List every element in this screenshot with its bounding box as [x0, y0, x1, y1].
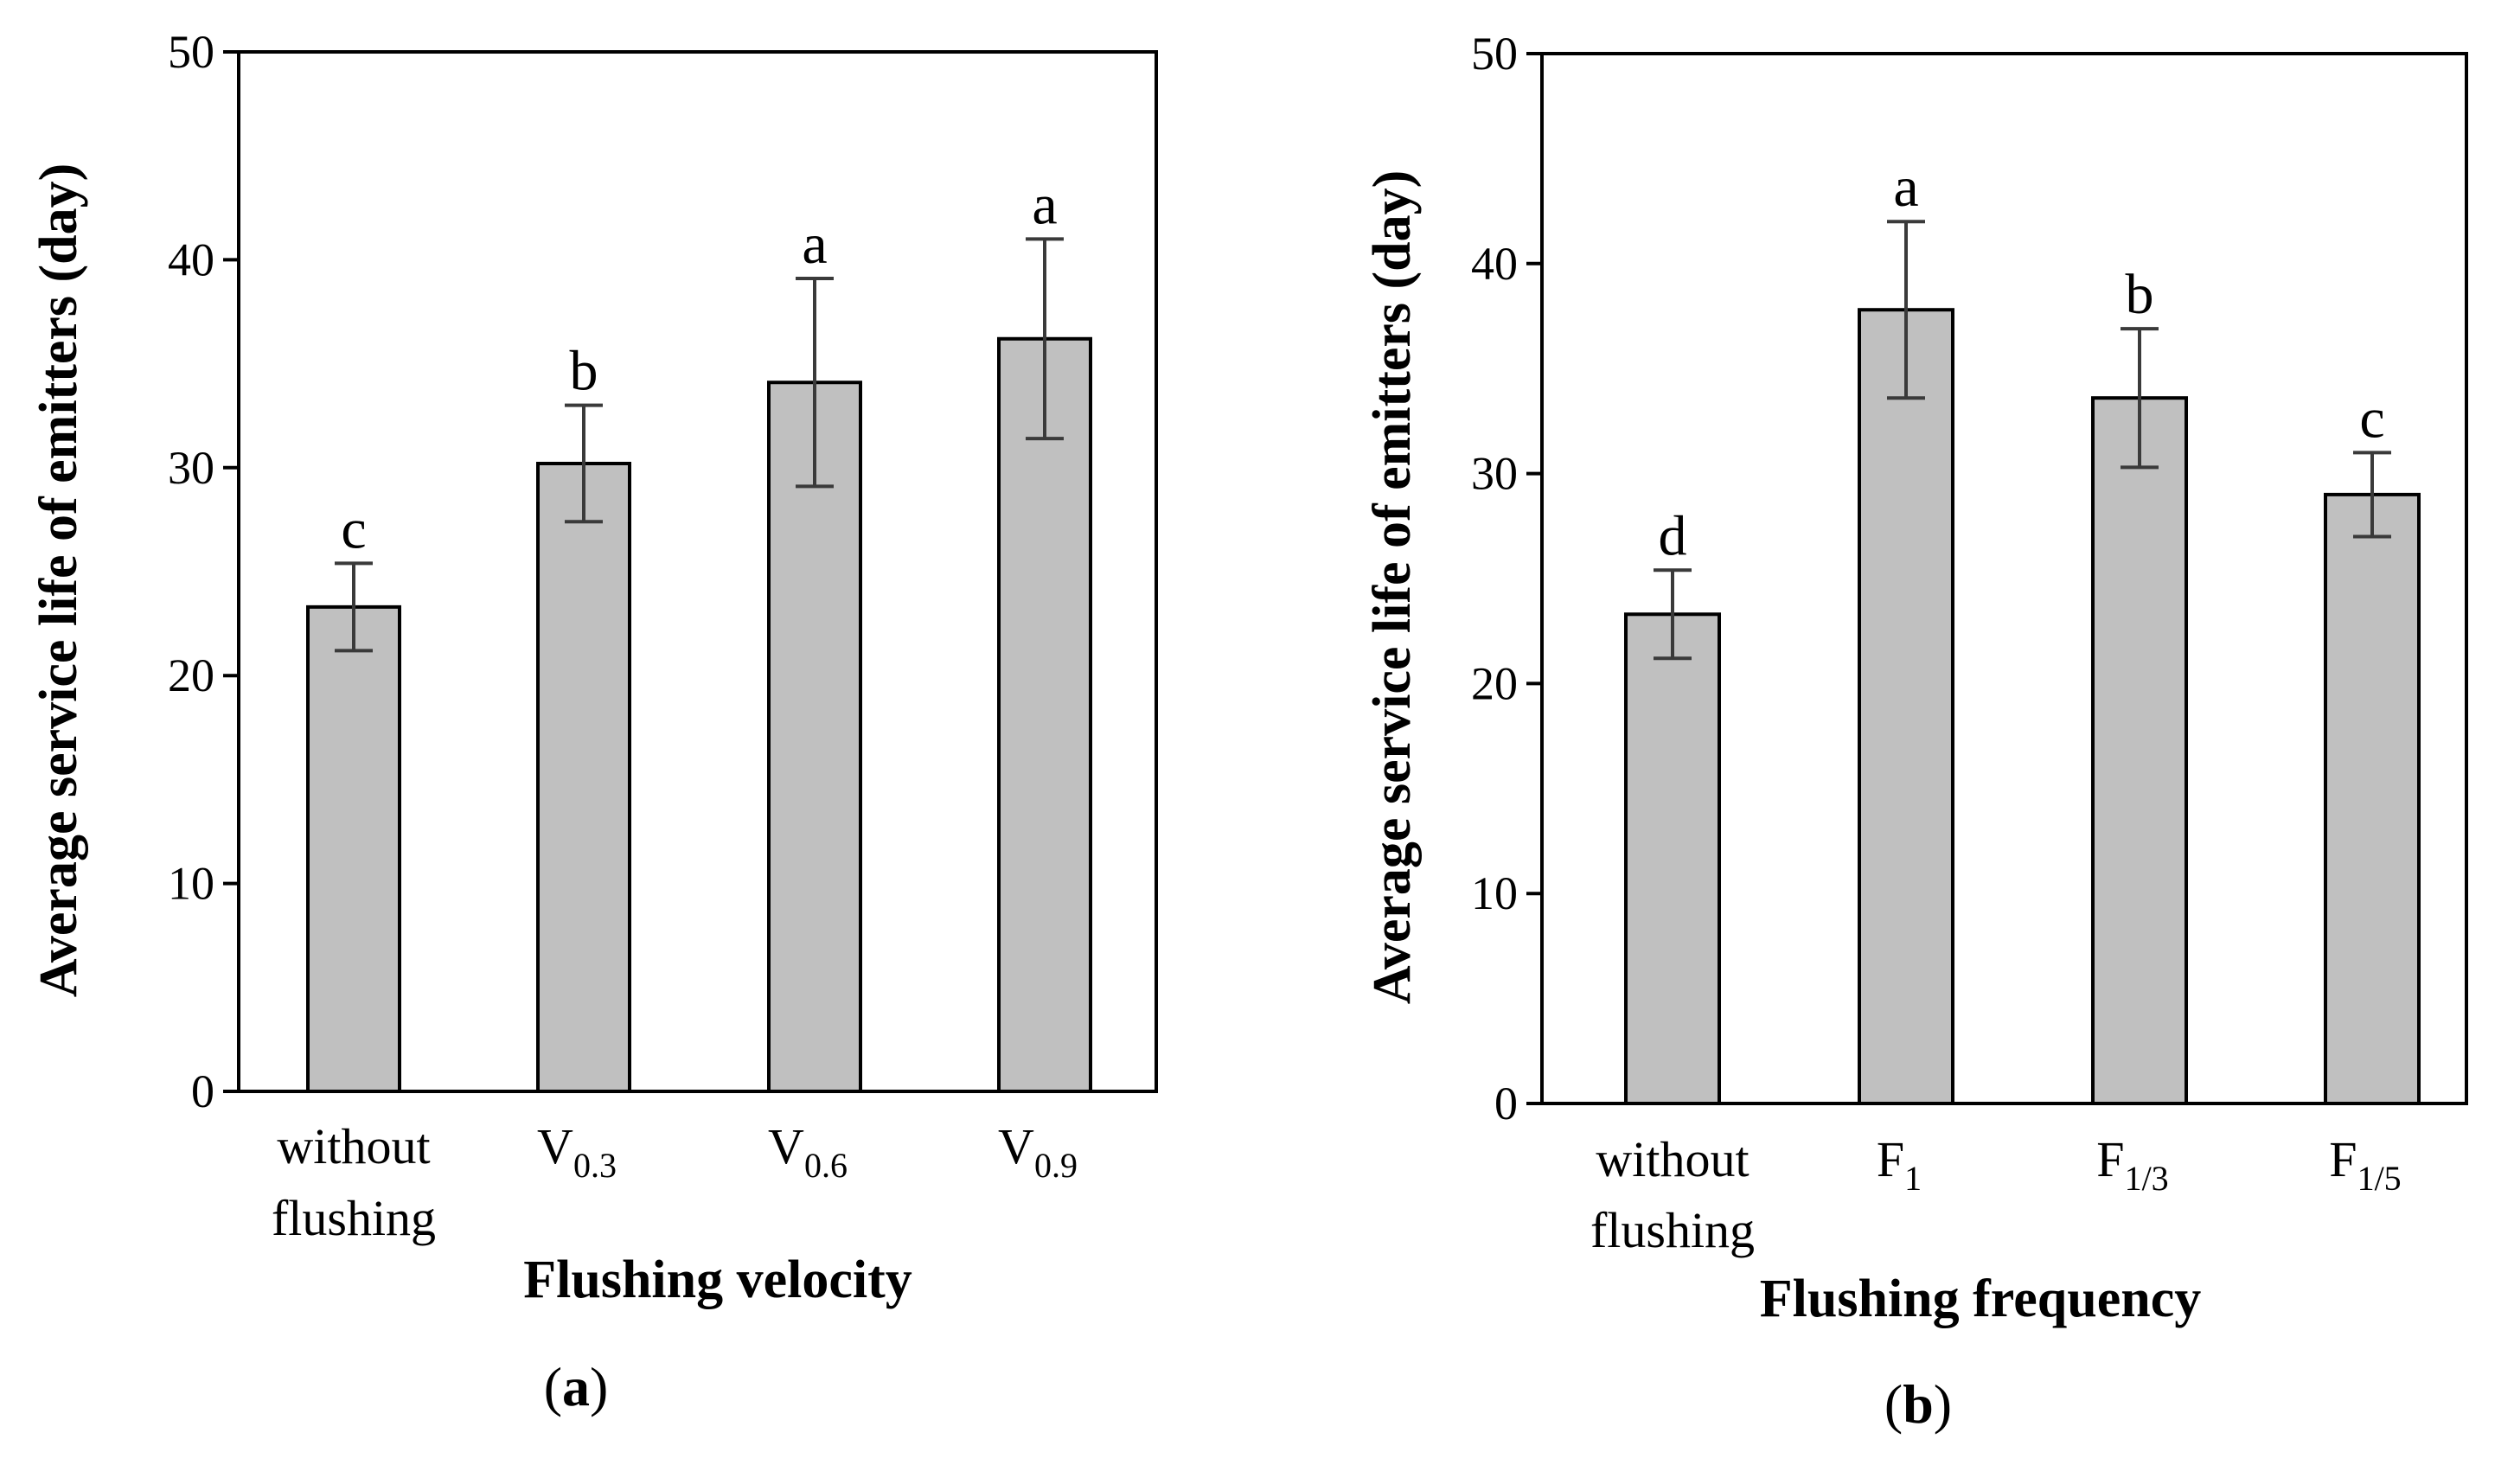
x-tick-label-main: V	[768, 1118, 804, 1174]
caption-close: )	[590, 1356, 608, 1417]
plot-frame	[237, 50, 1158, 1093]
significance-letter: c	[341, 497, 366, 560]
y-tick-label: 0	[1494, 1078, 1518, 1129]
x-tick-label: flushing	[272, 1190, 436, 1246]
x-tick-label-subscript: 1/3	[2125, 1159, 2169, 1198]
significance-letter: a	[1893, 156, 1918, 219]
x-tick-label-subscript: 0.6	[804, 1146, 848, 1185]
x-tick-label: F1/5	[2329, 1131, 2401, 1198]
caption-open: (	[1884, 1373, 1903, 1435]
bar	[1624, 612, 1721, 1105]
y-tick-label: 20	[1471, 657, 1518, 709]
bar	[2324, 492, 2421, 1105]
x-tick-label: V0.9	[998, 1118, 1078, 1185]
caption-open: (	[544, 1356, 562, 1417]
y-tick-label: 20	[168, 649, 214, 701]
x-tick-label: F1/3	[2096, 1131, 2168, 1198]
caption-letter: a	[562, 1356, 590, 1417]
x-tick-label-subscript: 0.3	[573, 1146, 617, 1185]
plot-frame	[1540, 52, 2468, 1105]
y-tick-label: 50	[168, 26, 214, 78]
bar	[1858, 308, 1954, 1105]
panel-caption: (a)	[544, 1356, 609, 1417]
x-tick-label-main: V	[537, 1118, 573, 1174]
bar	[997, 336, 1092, 1093]
y-tick-label: 0	[191, 1065, 214, 1117]
x-tick-label-main: F	[1877, 1131, 1904, 1187]
y-tick-label: 40	[168, 233, 214, 285]
x-tick-label: without	[1596, 1131, 1749, 1187]
caption-close: )	[1934, 1373, 1952, 1435]
significance-letter: c	[2359, 387, 2384, 450]
significance-letter: b	[2126, 263, 2154, 326]
x-axis-title: Flushing frequency	[1760, 1270, 2201, 1328]
x-tick-label-subscript: 1	[1904, 1159, 1922, 1198]
x-tick-label-subscript: 1/5	[2357, 1159, 2402, 1198]
bar	[2091, 396, 2188, 1105]
y-axis-title: Average service life of emitters (day)	[1363, 170, 1422, 1005]
x-tick-label-main: V	[998, 1118, 1034, 1174]
panel-a: 0 10 20 30 40 50 Average service life of emitt…	[29, 26, 1158, 1417]
significance-letter: d	[1659, 504, 1687, 567]
panel-caption: (b)	[1884, 1373, 1952, 1435]
bar	[306, 604, 401, 1093]
y-tick-label: 10	[1471, 867, 1518, 919]
x-tick-label-subscript: 0.9	[1034, 1146, 1078, 1185]
bar	[767, 381, 862, 1093]
x-axis-title: Flushing velocity	[523, 1251, 912, 1309]
x-tick-label: flushing	[1590, 1202, 1755, 1258]
x-tick-label-main: F	[2096, 1131, 2124, 1187]
x-tick-label: V0.3	[537, 1118, 617, 1185]
y-tick-label: 30	[168, 442, 214, 494]
x-tick-label: without	[277, 1118, 430, 1174]
y-tick-label: 50	[1471, 28, 1518, 80]
x-tick-label-main: F	[2329, 1131, 2357, 1187]
y-tick-label: 10	[168, 858, 214, 910]
panel-b: 0 10 20 30 40 50 Average service life of emitt…	[1363, 28, 2468, 1435]
y-axis-title: Average service life of emitters (day)	[29, 163, 88, 998]
x-tick-label: V0.6	[768, 1118, 848, 1185]
significance-letter: a	[1032, 173, 1057, 236]
significance-letter: b	[570, 340, 598, 403]
caption-letter: b	[1903, 1373, 1934, 1435]
significance-letter: a	[802, 213, 827, 276]
y-tick-label: 40	[1471, 238, 1518, 290]
bar	[536, 461, 631, 1093]
y-tick-label: 30	[1471, 448, 1518, 500]
x-tick-label: F1	[1877, 1131, 1922, 1198]
